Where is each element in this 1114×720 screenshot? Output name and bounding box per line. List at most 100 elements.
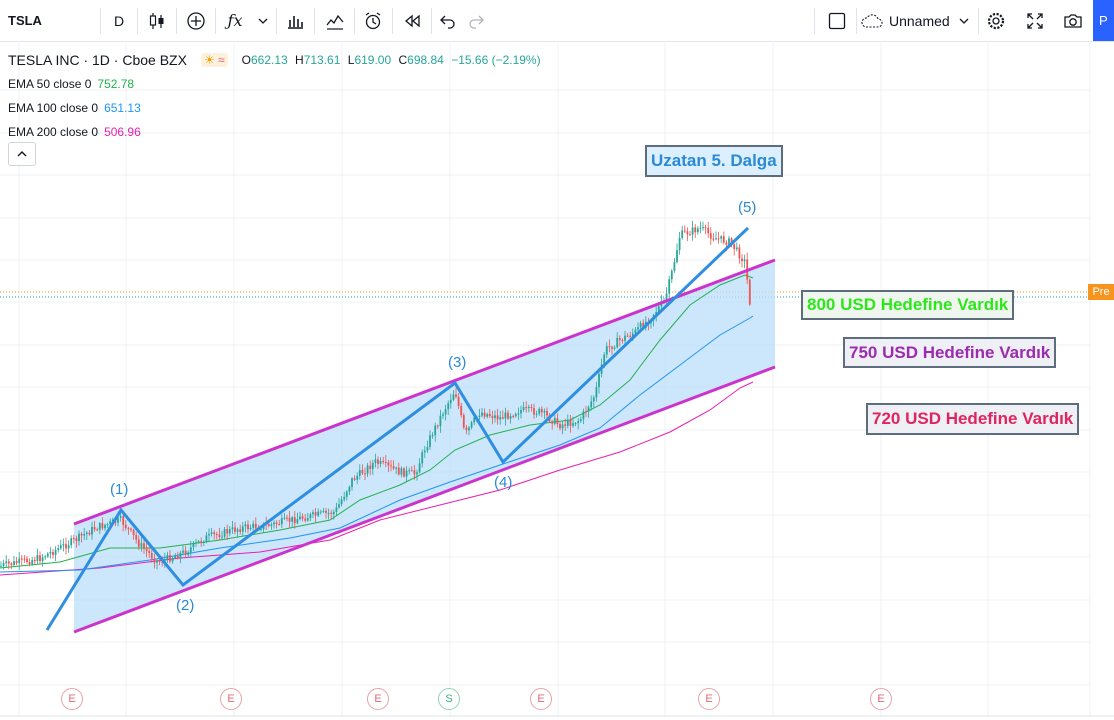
candle-body <box>405 470 408 477</box>
candle-body <box>421 452 424 464</box>
candle-body <box>210 532 213 534</box>
candle-body <box>707 227 710 234</box>
symbol-search[interactable]: TSLA <box>8 13 42 28</box>
ema-label: EMA 200 close 0 <box>8 125 99 139</box>
wave-label-3[interactable]: (3) <box>448 354 467 371</box>
undo-button[interactable] <box>434 0 462 41</box>
candle-body <box>608 346 611 348</box>
candle-body <box>101 523 104 529</box>
alert-button[interactable] <box>356 0 390 41</box>
candle-body <box>585 411 587 413</box>
legend-collapse-button[interactable] <box>8 142 36 166</box>
channel-upper-line[interactable] <box>73 258 776 526</box>
candle-body <box>371 463 374 470</box>
compare-icon <box>326 14 344 30</box>
candle-body <box>252 523 255 528</box>
candle-body <box>538 408 541 414</box>
replay-button[interactable] <box>395 0 429 41</box>
candle-body <box>582 411 585 420</box>
candle-body <box>340 499 343 505</box>
candle-body <box>140 543 143 547</box>
candle-body <box>62 544 65 546</box>
candle-body <box>135 535 138 540</box>
candle-body <box>288 517 291 522</box>
ema-value: 752.78 <box>97 77 135 91</box>
candle-body <box>358 470 361 476</box>
candle-body <box>5 561 8 564</box>
candle-body <box>605 346 608 355</box>
candle-body <box>33 559 36 562</box>
candle-body <box>273 522 275 525</box>
candle-body <box>366 465 369 474</box>
earnings-marker[interactable]: E <box>530 688 552 710</box>
candle-body <box>145 548 148 551</box>
earnings-marker[interactable]: E <box>870 688 892 710</box>
divider <box>392 8 393 34</box>
elliott-wave-line[interactable] <box>45 226 750 631</box>
fx-icon: ƒx <box>227 11 243 30</box>
ema-50-legend[interactable]: EMA 50 close 0 752.78 <box>8 72 541 96</box>
candle-body <box>348 486 351 492</box>
ema-200-legend[interactable]: EMA 200 close 0 506.96 <box>8 120 541 144</box>
annotation-720-target[interactable]: 720 USD Hedefine Vardık <box>866 403 1080 435</box>
fullscreen-button[interactable] <box>1018 0 1052 41</box>
candle-body <box>676 250 678 263</box>
compare-button[interactable] <box>318 0 352 41</box>
candle-body <box>429 435 431 447</box>
split-marker[interactable]: S <box>438 688 460 710</box>
candle-body <box>166 554 169 560</box>
candle-body <box>423 450 426 453</box>
drawing-toggle-button[interactable] <box>820 0 854 41</box>
candle-body <box>23 558 26 560</box>
candle-body <box>249 527 252 530</box>
wave-label-4[interactable]: (4) <box>494 474 513 491</box>
candle-body <box>569 419 572 426</box>
earnings-marker[interactable]: E <box>698 688 720 710</box>
candle-body <box>462 415 465 428</box>
indicators-dropdown[interactable] <box>252 0 274 41</box>
settings-button[interactable] <box>980 0 1012 41</box>
layout-menu-button[interactable]: Unnamed <box>860 0 976 41</box>
indicators-button[interactable]: ƒx <box>220 0 250 41</box>
candle-body <box>356 475 359 480</box>
fullscreen-icon <box>1027 12 1043 29</box>
candle-body <box>566 419 569 426</box>
candle-body <box>174 555 177 559</box>
candle-body <box>704 227 707 229</box>
candle-body <box>293 517 296 524</box>
interval-button[interactable]: D <box>113 12 125 29</box>
symbol-title[interactable]: TESLA INC · 1D · Cboe BZX <box>8 52 187 68</box>
candle-body <box>312 512 314 515</box>
wave-label-2[interactable]: (2) <box>176 597 195 614</box>
redo-button[interactable] <box>462 0 490 41</box>
annotation-750-target[interactable]: 750 USD Hedefine Vardık <box>843 337 1057 368</box>
candle-body <box>80 533 83 536</box>
earnings-marker[interactable]: E <box>367 688 389 710</box>
candle-body <box>447 403 450 410</box>
earnings-marker[interactable]: E <box>220 688 242 710</box>
candle-body <box>234 527 236 532</box>
market-status-icon[interactable]: ☀ ≈ <box>200 53 228 67</box>
candle-body <box>197 541 200 543</box>
chart-style-button[interactable] <box>140 0 174 41</box>
wave-label-1[interactable]: (1) <box>110 481 129 498</box>
candle-body <box>384 462 387 464</box>
symbol-legend-row: TESLA INC · 1D · Cboe BZX ☀ ≈ O662.13 H7… <box>8 48 541 72</box>
snapshot-button[interactable] <box>1056 0 1090 41</box>
channel-lower-line[interactable] <box>73 365 776 634</box>
divider <box>176 8 177 34</box>
annotation-title[interactable]: Uzatan 5. Dalga <box>645 145 783 177</box>
earnings-marker[interactable]: E <box>61 688 83 710</box>
ema-100-legend[interactable]: EMA 100 close 0 651.13 <box>8 96 541 120</box>
add-indicator-button[interactable] <box>179 0 213 41</box>
layout-name: Unnamed <box>889 12 950 29</box>
annotation-800-target[interactable]: 800 USD Hedefine Vardık <box>801 290 1015 320</box>
financials-button[interactable] <box>278 0 312 41</box>
candle-body <box>561 424 564 429</box>
candle-body <box>400 468 403 475</box>
publish-button[interactable]: P <box>1093 0 1114 41</box>
ema-50-path <box>0 274 754 569</box>
wave-label-5[interactable]: (5) <box>738 199 757 216</box>
candle-body <box>330 512 333 515</box>
pre-market-price-tag: Pre <box>1088 284 1114 300</box>
